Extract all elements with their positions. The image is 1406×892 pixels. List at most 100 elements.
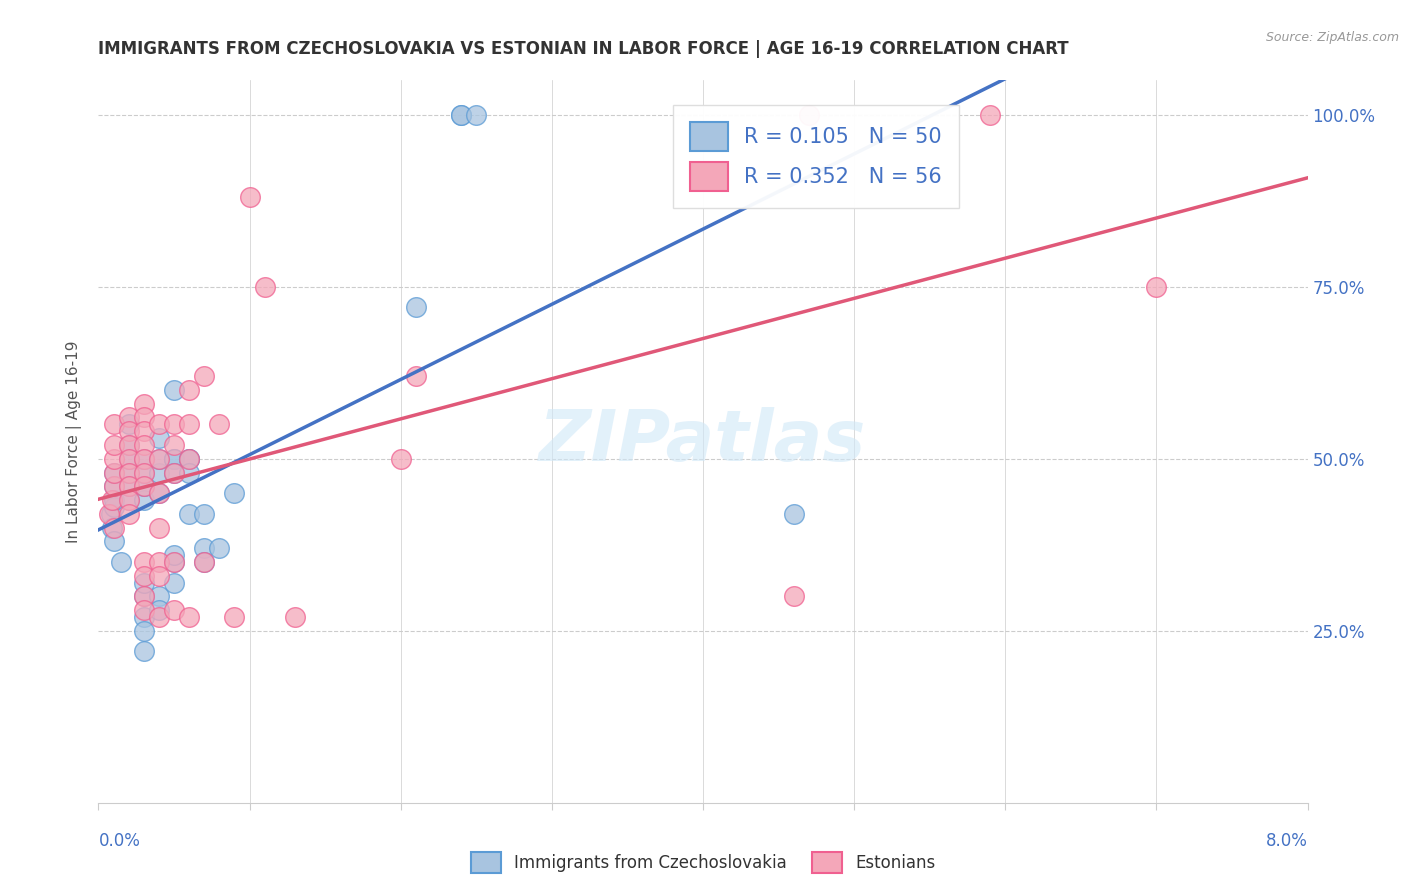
Text: ZIPatlas: ZIPatlas xyxy=(540,407,866,476)
Point xyxy=(132,466,155,480)
Text: IMMIGRANTS FROM CZECHOSLOVAKIA VS ESTONIAN IN LABOR FORCE | AGE 16-19 CORRELATIO: IMMIGRANTS FROM CZECHOSLOVAKIA VS ESTONI… xyxy=(98,40,1069,58)
Point xyxy=(148,520,170,534)
Point xyxy=(103,520,125,534)
Point xyxy=(132,397,155,411)
Text: Source: ZipAtlas.com: Source: ZipAtlas.com xyxy=(1265,31,1399,45)
Point xyxy=(224,486,246,500)
Point xyxy=(100,507,122,521)
Point xyxy=(118,507,141,521)
Point xyxy=(148,451,170,466)
Point xyxy=(101,493,124,508)
Point xyxy=(132,451,155,466)
Legend: R = 0.105   N = 50, R = 0.352   N = 56: R = 0.105 N = 50, R = 0.352 N = 56 xyxy=(673,105,959,208)
Point xyxy=(132,568,155,582)
Point xyxy=(132,479,155,493)
Point xyxy=(284,610,307,624)
Point xyxy=(979,108,1001,122)
Point xyxy=(148,555,170,569)
Point xyxy=(465,108,488,122)
Point xyxy=(163,575,186,590)
Point xyxy=(179,451,201,466)
Point xyxy=(163,466,186,480)
Point xyxy=(148,417,170,432)
Point xyxy=(118,438,141,452)
Point xyxy=(132,610,155,624)
Point xyxy=(118,417,141,432)
Point xyxy=(148,451,170,466)
Point xyxy=(163,383,186,397)
Point xyxy=(148,486,170,500)
Point xyxy=(103,451,125,466)
Point xyxy=(163,451,186,466)
Point xyxy=(148,486,170,500)
Point xyxy=(103,466,125,480)
Point xyxy=(103,500,125,514)
Point xyxy=(405,301,427,315)
Point xyxy=(103,466,125,480)
Point xyxy=(132,479,155,493)
Point xyxy=(783,590,806,604)
Point xyxy=(239,190,262,204)
Point xyxy=(132,493,155,508)
Point xyxy=(132,590,155,604)
Point xyxy=(163,438,186,452)
Point xyxy=(1146,279,1168,293)
Point xyxy=(118,479,141,493)
Point xyxy=(132,603,155,617)
Point xyxy=(118,466,141,480)
Point xyxy=(148,466,170,480)
Point xyxy=(163,451,186,466)
Point xyxy=(179,417,201,432)
Point xyxy=(98,507,121,521)
Point xyxy=(224,610,246,624)
Point xyxy=(103,438,125,452)
Point xyxy=(132,575,155,590)
Point xyxy=(163,466,186,480)
Point xyxy=(103,417,125,432)
Y-axis label: In Labor Force | Age 16-19: In Labor Force | Age 16-19 xyxy=(66,340,83,543)
Point xyxy=(118,466,141,480)
Point xyxy=(118,438,141,452)
Point xyxy=(179,466,201,480)
Point xyxy=(405,369,427,384)
Point xyxy=(389,451,412,466)
Point xyxy=(179,451,201,466)
Point xyxy=(163,555,186,569)
Point xyxy=(163,548,186,562)
Point xyxy=(132,555,155,569)
Point xyxy=(118,451,141,466)
Point xyxy=(103,479,125,493)
Point xyxy=(118,479,141,493)
Point xyxy=(103,534,125,549)
Point xyxy=(148,431,170,445)
Point xyxy=(450,108,472,122)
Point xyxy=(450,108,472,122)
Legend: Immigrants from Czechoslovakia, Estonians: Immigrants from Czechoslovakia, Estonian… xyxy=(464,846,942,880)
Point xyxy=(148,568,170,582)
Point xyxy=(179,451,201,466)
Point xyxy=(783,507,806,521)
Point xyxy=(163,417,186,432)
Point xyxy=(179,610,201,624)
Point xyxy=(132,451,155,466)
Point xyxy=(193,555,215,569)
Text: 0.0%: 0.0% xyxy=(98,831,141,850)
Point xyxy=(148,590,170,604)
Point xyxy=(132,438,155,452)
Point xyxy=(208,417,231,432)
Text: 8.0%: 8.0% xyxy=(1265,831,1308,850)
Point xyxy=(132,424,155,438)
Point xyxy=(132,590,155,604)
Point xyxy=(132,410,155,425)
Point xyxy=(179,507,201,521)
Point xyxy=(118,451,141,466)
Point xyxy=(103,493,125,508)
Point xyxy=(163,603,186,617)
Point xyxy=(193,555,215,569)
Point xyxy=(132,466,155,480)
Point xyxy=(132,624,155,638)
Point xyxy=(118,424,141,438)
Point xyxy=(193,541,215,556)
Point xyxy=(148,610,170,624)
Point xyxy=(163,555,186,569)
